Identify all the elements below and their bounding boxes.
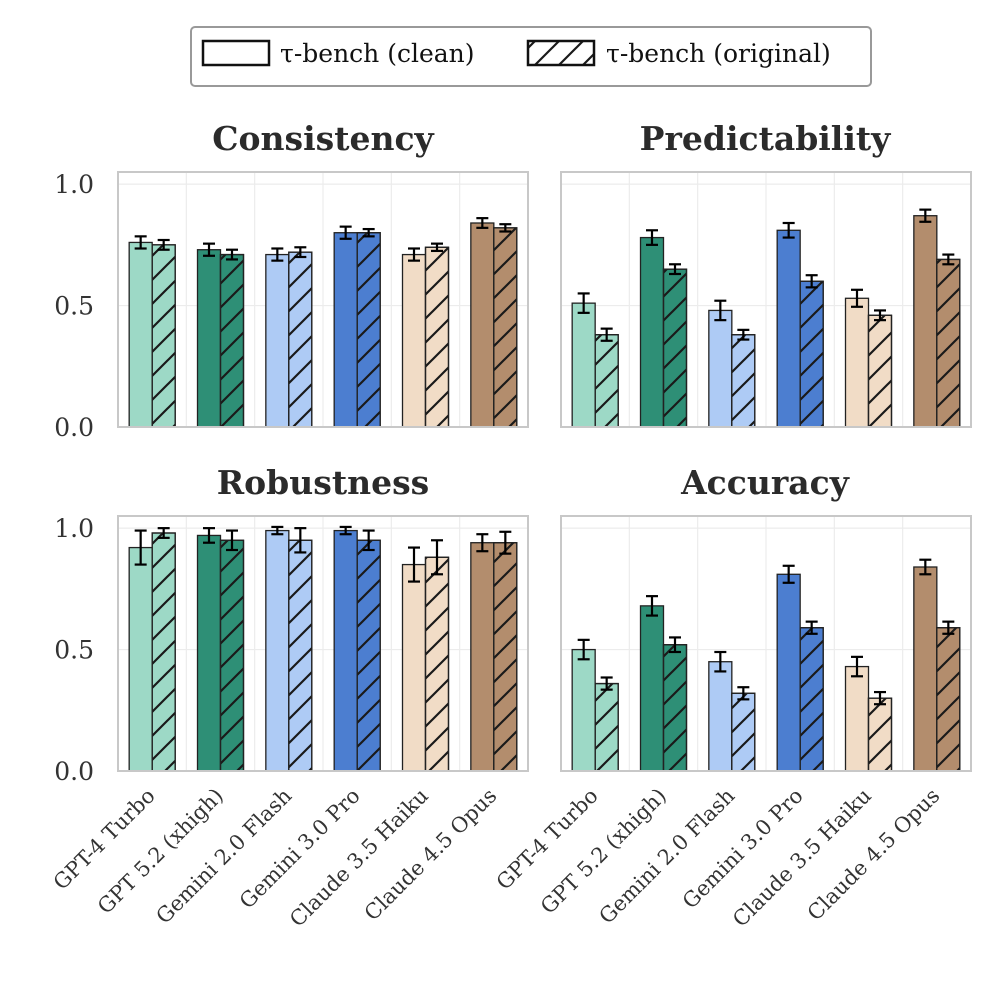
bar-clean bbox=[128, 546, 153, 772]
bar-hatch-overlay bbox=[867, 314, 893, 428]
x-tick-label: Claude 4.5 Opus bbox=[803, 784, 945, 926]
bar-clean bbox=[196, 534, 222, 772]
bar-clean bbox=[333, 232, 358, 428]
bar-hatch-overlay bbox=[594, 682, 619, 772]
legend: τ-bench (clean) τ-bench (original) bbox=[190, 26, 872, 87]
bar-hatch-overlay bbox=[424, 556, 450, 772]
y-tick-label: 0.0 bbox=[54, 757, 94, 786]
y-tick-label: 0.5 bbox=[54, 636, 94, 665]
bar-clean bbox=[776, 229, 801, 428]
panel-border bbox=[117, 171, 529, 428]
bar-hatch-overlay bbox=[151, 532, 176, 772]
bar-hatch-overlay bbox=[799, 627, 824, 772]
panel-predictability bbox=[560, 171, 972, 428]
bar-hatch-overlay bbox=[731, 692, 756, 772]
bar-hatch-overlay bbox=[731, 334, 756, 428]
bar-hatch-overlay bbox=[493, 227, 518, 428]
panel-border bbox=[117, 515, 529, 772]
x-tick-label: GPT 5.2 (xhigh) bbox=[93, 784, 228, 919]
panel-consistency: 0.0 0.5 1.0 bbox=[54, 170, 529, 442]
x-tick-label: Gemini 3.0 Pro bbox=[235, 784, 365, 914]
bar-clean bbox=[333, 529, 358, 772]
panel-title-accuracy: Accuracy bbox=[680, 463, 850, 502]
bar-hatch-overlay bbox=[594, 334, 619, 428]
bar-hatch-overlay bbox=[288, 251, 313, 428]
bar-clean bbox=[401, 253, 427, 428]
bar-clean bbox=[401, 563, 427, 772]
legend-swatch-original-hatch bbox=[526, 39, 596, 67]
bar-clean bbox=[196, 249, 222, 428]
bar-hatch-overlay bbox=[424, 246, 450, 428]
bar-clean bbox=[639, 605, 665, 772]
x-tick-label: Claude 4.5 Opus bbox=[360, 784, 502, 926]
legend-swatch-clean bbox=[201, 39, 271, 67]
y-tick-label: 0.0 bbox=[54, 413, 94, 442]
bar-hatch-overlay bbox=[493, 542, 518, 772]
bar-clean bbox=[571, 302, 596, 428]
bar-hatch-overlay bbox=[219, 253, 245, 428]
panel-title-predictability: Predictability bbox=[640, 119, 891, 158]
bar-clean bbox=[470, 222, 495, 428]
bar-clean bbox=[844, 297, 870, 428]
bar-clean bbox=[128, 241, 153, 428]
x-tick-label: GPT 5.2 (xhigh) bbox=[536, 784, 671, 919]
bar-hatch-overlay bbox=[219, 539, 245, 772]
panel-title-consistency: Consistency bbox=[212, 119, 434, 158]
bar-hatch-overlay bbox=[936, 258, 961, 428]
bar-clean bbox=[913, 566, 938, 772]
legend-label-clean: τ-bench (clean) bbox=[280, 39, 475, 68]
bar-clean bbox=[708, 661, 733, 772]
bar-hatch-overlay bbox=[356, 232, 381, 428]
bar-clean bbox=[776, 573, 801, 772]
bar-clean bbox=[265, 529, 290, 772]
bar-clean bbox=[470, 542, 495, 772]
bar-hatch-overlay bbox=[356, 539, 381, 772]
bar-clean bbox=[844, 665, 870, 772]
bar-clean bbox=[708, 309, 733, 428]
bar-hatch-overlay bbox=[288, 539, 313, 772]
bar-clean bbox=[265, 253, 290, 428]
y-tick-label: 1.0 bbox=[54, 170, 94, 199]
bar-hatch-overlay bbox=[151, 244, 176, 428]
bar-clean bbox=[571, 648, 596, 772]
bar-hatch-overlay bbox=[662, 644, 688, 772]
bar-hatch-overlay bbox=[867, 697, 893, 772]
y-tick-label: 0.5 bbox=[54, 292, 94, 321]
y-tick-label: 1.0 bbox=[54, 514, 94, 543]
bar-clean bbox=[639, 236, 665, 428]
bar-clean bbox=[913, 215, 938, 428]
panel-title-robustness: Robustness bbox=[217, 463, 429, 502]
x-tick-label: Gemini 3.0 Pro bbox=[678, 784, 808, 914]
bar-hatch-overlay bbox=[936, 627, 961, 772]
panel-border bbox=[560, 171, 972, 428]
panel-border bbox=[560, 515, 972, 772]
bar-hatch-overlay bbox=[662, 268, 688, 428]
legend-label-original: τ-bench (original) bbox=[606, 39, 831, 68]
bar-hatch-overlay bbox=[799, 280, 824, 428]
